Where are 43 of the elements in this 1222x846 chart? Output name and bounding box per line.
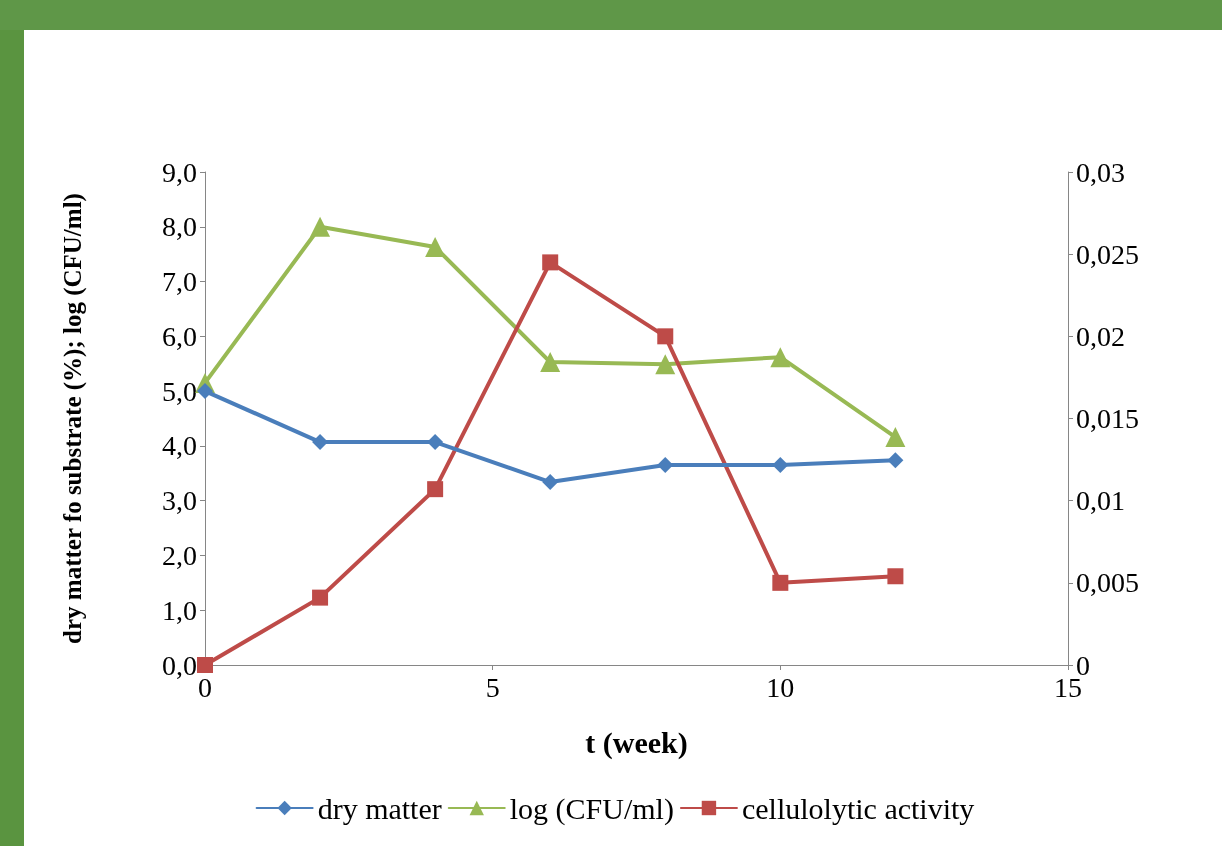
point <box>540 352 561 373</box>
point <box>770 347 791 368</box>
y2-tick-label: 0,015 <box>1076 403 1139 434</box>
y-tick-label: 8,0 <box>162 211 197 243</box>
point <box>542 254 559 271</box>
y-tick-label: 1,0 <box>162 594 197 626</box>
point <box>425 237 446 258</box>
y-tick-label: 7,0 <box>162 266 197 298</box>
x-tick-label: 10 <box>766 671 795 703</box>
y-tick-label: 3,0 <box>162 485 197 517</box>
point <box>657 328 674 345</box>
point <box>197 383 213 400</box>
y2-tick-label: 0,03 <box>1076 156 1125 188</box>
point <box>887 568 904 585</box>
y-tick-label: 9,0 <box>162 156 197 188</box>
point <box>427 434 444 451</box>
y2-tick-label: 0,025 <box>1076 238 1139 270</box>
x-tick-label: 0 <box>198 671 212 703</box>
y-tick-label: 5,0 <box>162 375 197 407</box>
point <box>655 354 676 375</box>
point <box>772 574 789 591</box>
point <box>657 457 674 474</box>
y2-tick-label: 0,02 <box>1076 320 1125 352</box>
y-axis-title: dry matter fo substrate (%); log (CFU/ml) <box>59 193 87 644</box>
legend-label: log (CFU/ml) <box>509 791 674 826</box>
legend-label: dry matter <box>317 791 442 825</box>
y-tick-label: 2,0 <box>162 539 197 571</box>
point <box>887 452 904 469</box>
legend-label: cellulolytic activity <box>741 791 975 825</box>
point <box>772 457 789 474</box>
y-tick-label: 6,0 <box>162 320 197 352</box>
y2-tick-label: 0,005 <box>1076 567 1139 599</box>
point <box>885 427 906 448</box>
point <box>312 589 329 606</box>
point <box>310 216 331 237</box>
y-tick-label: 4,0 <box>162 430 197 462</box>
point <box>427 481 444 498</box>
point <box>542 474 559 491</box>
point <box>197 657 213 673</box>
x-axis-title: t (week) <box>585 725 688 760</box>
y2-tick-label: 0,01 <box>1076 485 1125 517</box>
y-tick-label: 0,0 <box>162 649 197 681</box>
x-tick-label: 5 <box>485 671 500 703</box>
